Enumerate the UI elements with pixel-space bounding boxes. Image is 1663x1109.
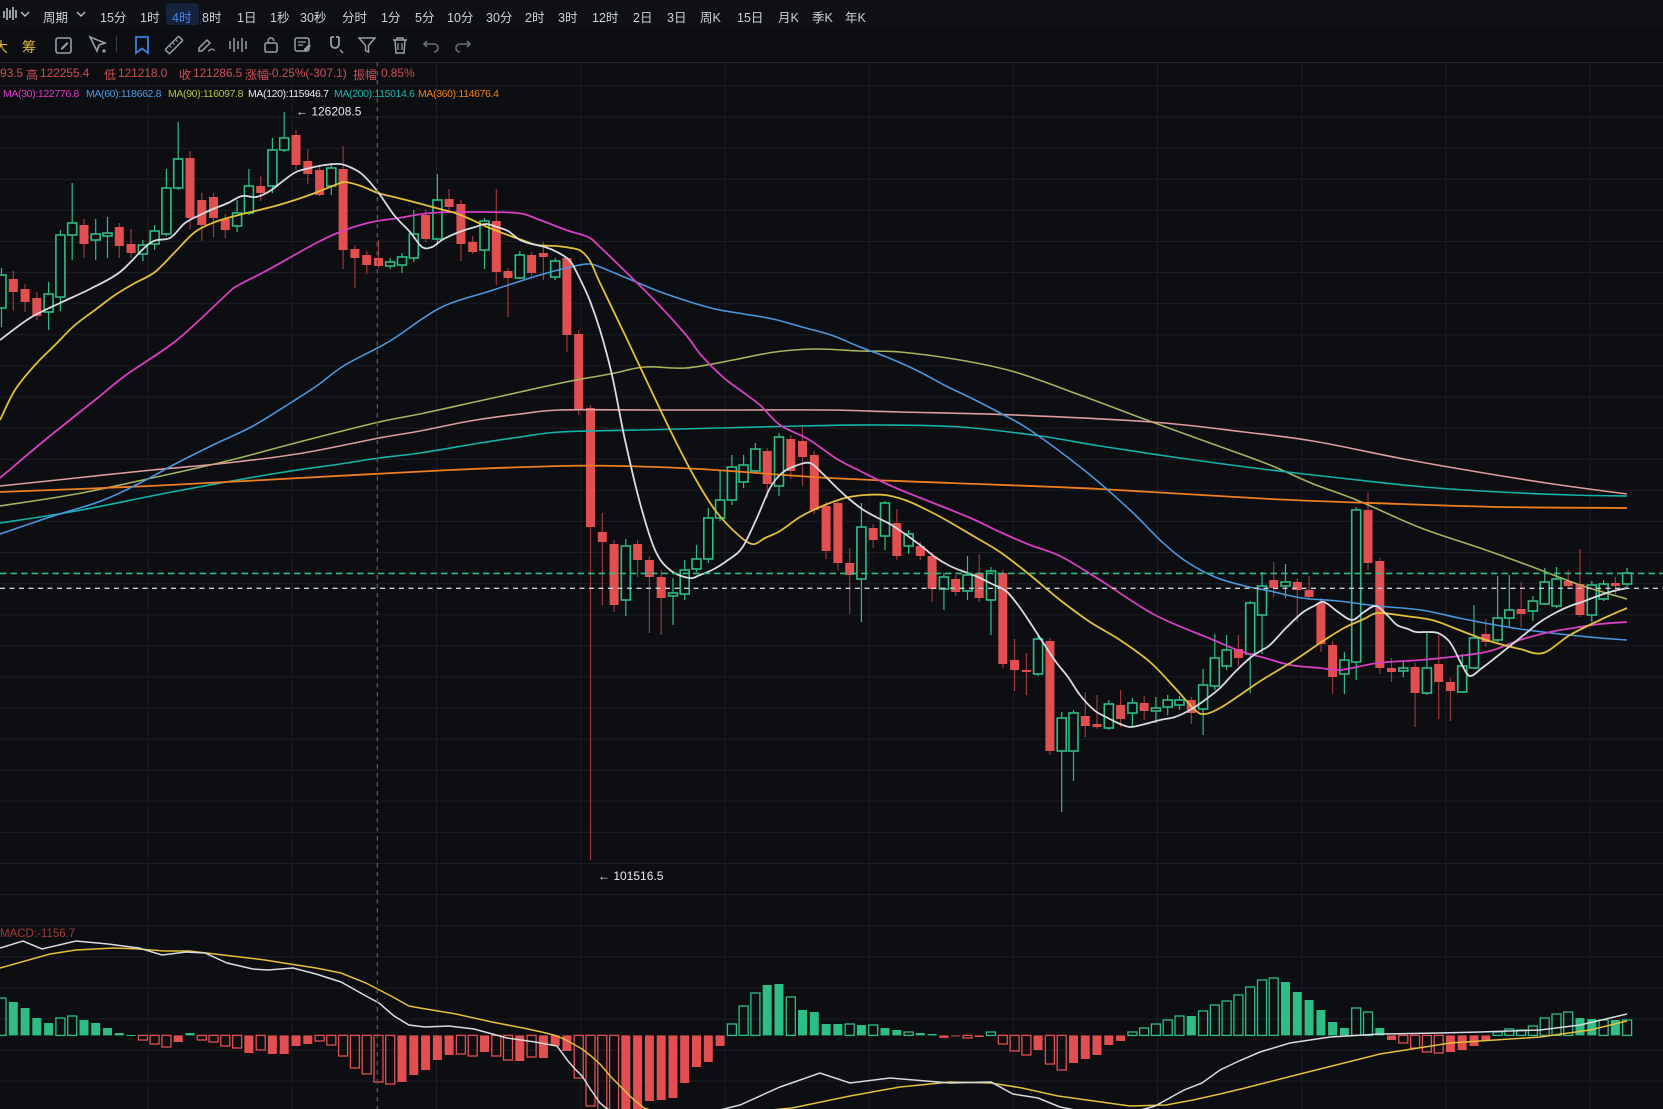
svg-text:← 101516.5: ← 101516.5 — [598, 869, 664, 883]
svg-text:← 126208.5: ← 126208.5 — [296, 105, 362, 119]
